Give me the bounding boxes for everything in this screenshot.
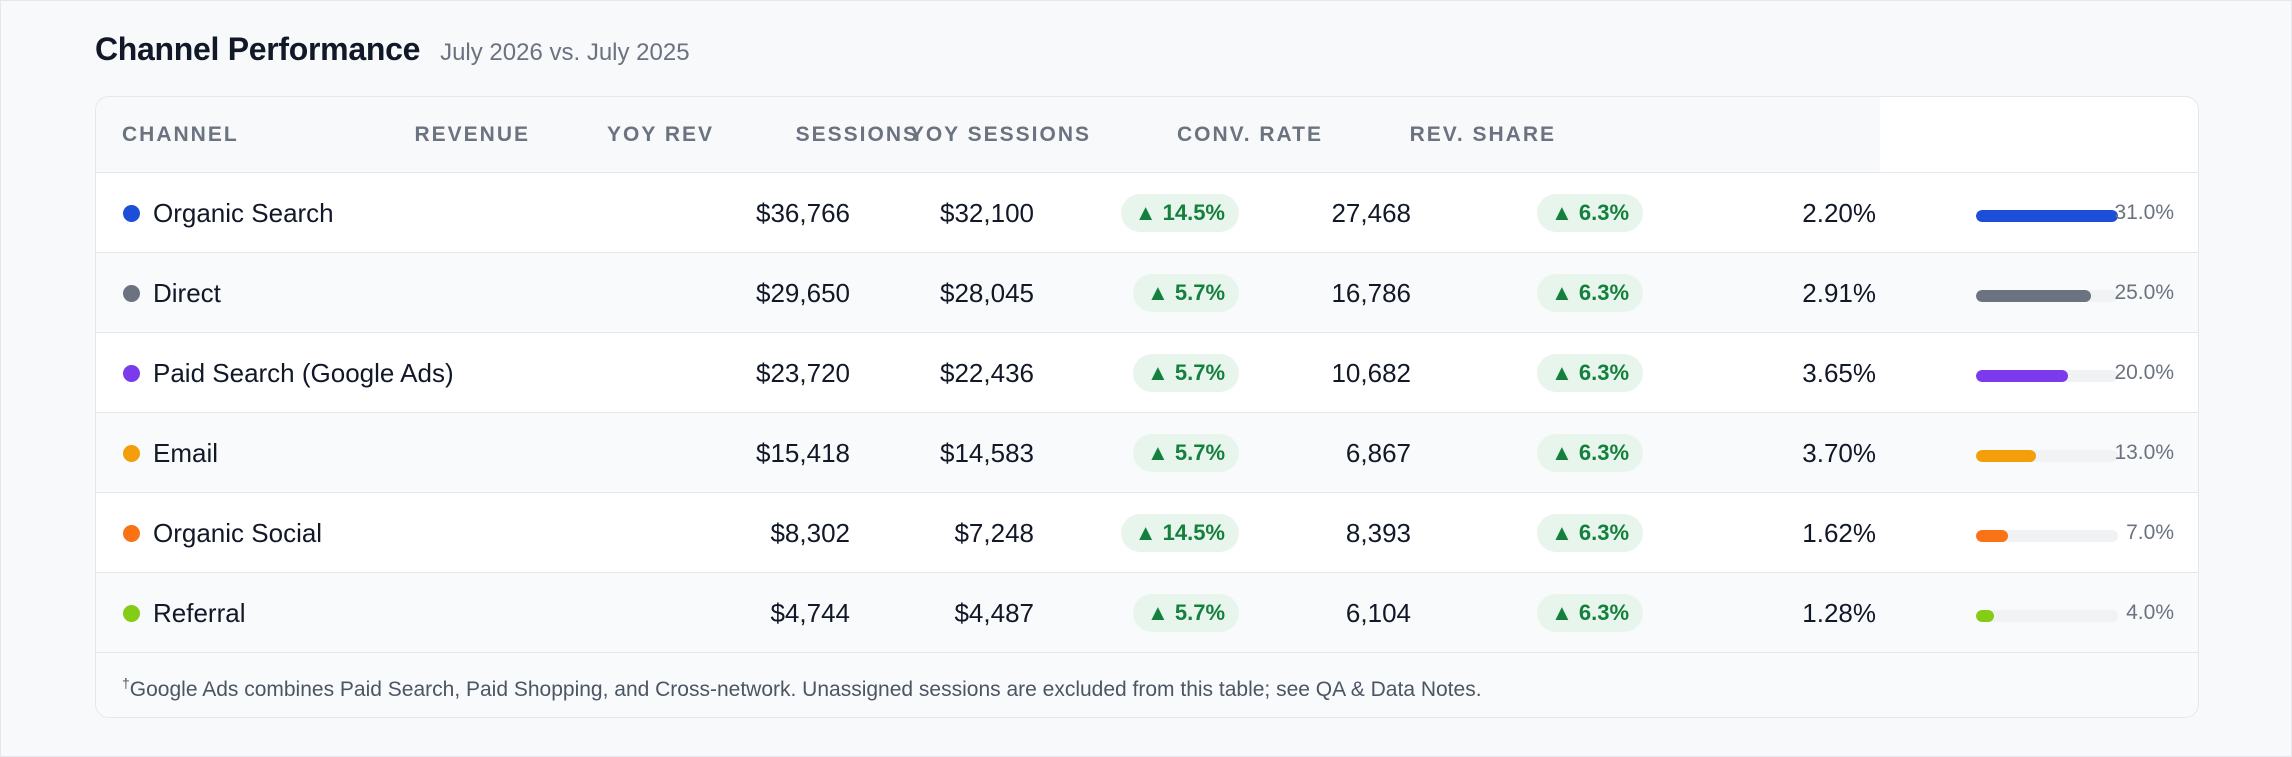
- revenue-share-bar: [1976, 370, 2118, 382]
- column-header-rev-share[interactable]: REV. SHARE: [1409, 123, 1556, 146]
- channel-color-dot: [123, 365, 140, 382]
- sessions-change-badge: ▲ 5.7%: [1132, 354, 1239, 392]
- channel-name: Organic Social: [153, 518, 323, 548]
- revenue-value: $23,720: [756, 358, 850, 388]
- yoy-sessions-change-badge: ▲ 6.3%: [1536, 514, 1643, 552]
- revenue-share-percent: 25.0%: [2114, 281, 2174, 304]
- revenue-value: $15,418: [756, 438, 850, 468]
- sessions-value: 10,682: [1331, 358, 1411, 388]
- conversion-rate-value: 3.70%: [1802, 438, 1876, 468]
- column-header-revenue[interactable]: REVENUE: [414, 123, 530, 146]
- yoy-sessions-change-badge: ▲ 6.3%: [1536, 434, 1643, 472]
- revenue-share-bar: [1976, 610, 2118, 622]
- revenue-share-bar: [1976, 290, 2118, 302]
- revenue-share-percent: 4.0%: [2126, 601, 2174, 624]
- conversion-rate-value: 2.91%: [1802, 278, 1876, 308]
- yoy-sessions-change-badge: ▲ 6.3%: [1536, 594, 1643, 632]
- revenue-share-bar-fill: [1976, 210, 2118, 222]
- sessions-change-badge: ▲ 14.5%: [1120, 194, 1239, 232]
- date-range-subtitle: July 2026 vs. July 2025: [440, 39, 690, 66]
- footnote-marker: †: [122, 675, 130, 691]
- revenue-share-percent: 31.0%: [2114, 201, 2174, 224]
- yoy-revenue-value: $4,487: [954, 598, 1034, 628]
- column-header-yoy-sessions[interactable]: YOY SESSIONS: [909, 123, 1091, 146]
- column-header-channel[interactable]: CHANNEL: [122, 123, 239, 146]
- sessions-change-badge: ▲ 5.7%: [1132, 594, 1239, 632]
- conversion-rate-value: 1.28%: [1802, 598, 1876, 628]
- revenue-share-bar-fill: [1976, 610, 1994, 622]
- panel-header: Channel Performance July 2026 vs. July 2…: [95, 31, 690, 68]
- table-row[interactable]: Organic Search $36,766 $32,100 ▲ 14.5% 27,46…: [96, 173, 2198, 253]
- revenue-value: $36,766: [756, 198, 850, 228]
- revenue-value: $29,650: [756, 278, 850, 308]
- revenue-share-bar: [1976, 450, 2118, 462]
- revenue-value: $4,744: [770, 598, 850, 628]
- table-row[interactable]: Direct $29,650 $28,045 ▲ 5.7% 16,786 ▲ 6.3% 2.…: [96, 253, 2198, 333]
- channel-color-dot: [123, 205, 140, 222]
- channel-name: Organic Search: [153, 198, 334, 228]
- yoy-sessions-change-badge: ▲ 6.3%: [1536, 194, 1643, 232]
- column-header-sessions[interactable]: SESSIONS: [795, 123, 919, 146]
- revenue-share-bar-fill: [1976, 450, 2036, 462]
- channel-name: Paid Search (Google Ads): [153, 358, 454, 388]
- header-divider: [1880, 172, 2198, 173]
- revenue-share-percent: 7.0%: [2126, 521, 2174, 544]
- table-footnote: †Google Ads combines Paid Search, Paid S…: [96, 653, 2198, 717]
- channel-name: Referral: [153, 598, 246, 628]
- table-row[interactable]: Organic Social $8,302 $7,248 ▲ 14.5% 8,393 ▲ …: [96, 493, 2198, 573]
- revenue-value: $8,302: [770, 518, 850, 548]
- sessions-value: 6,104: [1345, 598, 1411, 628]
- conversion-rate-value: 1.62%: [1802, 518, 1876, 548]
- yoy-sessions-change-badge: ▲ 6.3%: [1536, 274, 1643, 312]
- channel-table-card: CHANNEL REVENUE YOY REV SESSIONS YOY SES…: [95, 96, 2199, 718]
- revenue-share-bar-fill: [1976, 370, 2068, 382]
- yoy-revenue-value: $14,583: [940, 438, 1034, 468]
- revenue-share-bar: [1976, 210, 2118, 222]
- channel-name: Direct: [153, 278, 221, 308]
- table-row[interactable]: Email $15,418 $14,583 ▲ 5.7% 6,867 ▲ 6.3% 3.70…: [96, 413, 2198, 493]
- sessions-change-badge: ▲ 14.5%: [1120, 514, 1239, 552]
- yoy-revenue-value: $28,045: [940, 278, 1034, 308]
- page-title: Channel Performance: [95, 31, 421, 67]
- channel-name: Email: [153, 438, 219, 468]
- yoy-revenue-value: $22,436: [940, 358, 1034, 388]
- revenue-share-bar-fill: [1976, 290, 2091, 302]
- table-header-row: CHANNEL REVENUE YOY REV SESSIONS YOY SES…: [96, 97, 1880, 173]
- footnote-text: Google Ads combines Paid Search, Paid Sh…: [129, 678, 1482, 701]
- channel-color-dot: [123, 285, 140, 302]
- conversion-rate-value: 2.20%: [1802, 198, 1876, 228]
- table-row[interactable]: Paid Search (Google Ads) $23,720 $22,436 ▲ …: [96, 333, 2198, 413]
- table-row[interactable]: Referral $4,744 $4,487 ▲ 5.7% 6,104 ▲ 6.3% 1.2…: [96, 573, 2198, 653]
- sessions-value: 27,468: [1331, 198, 1411, 228]
- yoy-revenue-value: $7,248: [954, 518, 1034, 548]
- yoy-revenue-value: $32,100: [940, 198, 1034, 228]
- conversion-rate-value: 3.65%: [1802, 358, 1876, 388]
- column-header-yoy-rev[interactable]: YOY REV: [607, 123, 714, 146]
- channel-color-dot: [123, 445, 140, 462]
- sessions-change-badge: ▲ 5.7%: [1132, 434, 1239, 472]
- sessions-change-badge: ▲ 5.7%: [1132, 274, 1239, 312]
- column-header-conv-rate[interactable]: CONV. RATE: [1176, 123, 1323, 146]
- yoy-sessions-change-badge: ▲ 6.3%: [1536, 354, 1643, 392]
- channel-color-dot: [123, 525, 140, 542]
- revenue-share-bar: [1976, 530, 2118, 542]
- sessions-value: 8,393: [1345, 518, 1411, 548]
- revenue-share-bar-fill: [1976, 530, 2008, 542]
- revenue-share-percent: 20.0%: [2114, 361, 2174, 384]
- sessions-value: 16,786: [1331, 278, 1411, 308]
- channel-color-dot: [123, 605, 140, 622]
- sessions-value: 6,867: [1345, 438, 1411, 468]
- revenue-share-percent: 13.0%: [2114, 441, 2174, 464]
